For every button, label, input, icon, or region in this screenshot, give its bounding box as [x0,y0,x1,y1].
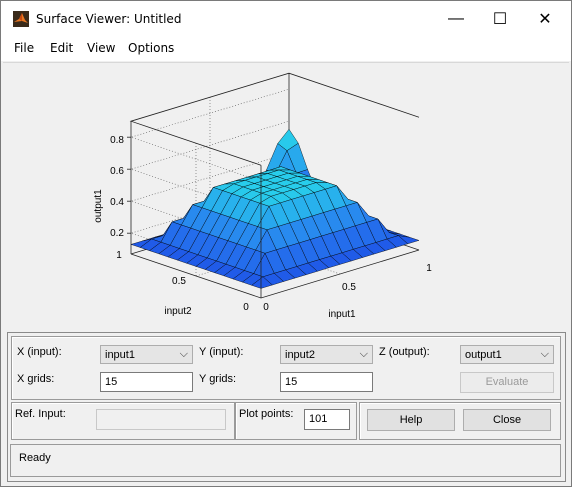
status-text: Ready [19,452,51,464]
z-tick-label-0.2: 0.2 [110,228,124,239]
plot-points-group: Plot points: 101 [235,402,357,440]
action-buttons-group: Help Close [359,402,561,440]
minimize-button[interactable]: — [433,1,479,37]
z-axis-label: output1 [93,189,104,223]
close-button[interactable]: Close [463,409,551,431]
chevron-down-icon: ⌵ [179,348,188,360]
x-tick-label-0: 0 [263,302,269,313]
maximize-icon: ☐ [492,11,508,28]
close-icon: ✕ [538,11,552,28]
x-grids-label: X grids: [17,373,55,385]
menu-edit[interactable]: Edit [50,41,74,55]
y-input-label: Y (input): [199,346,244,358]
menu-options[interactable]: Options [128,41,175,55]
status-bar: Ready [10,444,561,477]
y-input-dropdown[interactable]: input2 ⌵ [280,345,373,364]
y-tick-label-0: 0 [243,302,249,313]
z-tick-label-0.6: 0.6 [110,166,124,177]
axes-box-edge [130,249,420,299]
y-tick-label-1: 1 [116,250,122,261]
z-tick-label-0.8: 0.8 [110,135,124,146]
surface-plot[interactable]: 0.8 0.6 0.4 0.2 output1 1 0.5 0 input2 0… [3,63,569,331]
surface-patch [251,276,273,289]
chevron-down-icon: ⌵ [359,348,368,360]
z-output-label: Z (output): [379,346,430,358]
menu-file[interactable]: File [14,41,35,55]
controls-panel: X (input): input1 ⌵ Y (input): input2 ⌵ … [7,332,566,482]
close-window-button[interactable]: ✕ [522,1,568,37]
x-tick-label-1: 1 [426,263,432,274]
plot-points-field[interactable]: 101 [304,409,350,430]
y-tick-label-0.5: 0.5 [172,276,186,287]
z-output-dropdown[interactable]: output1 ⌵ [460,345,554,364]
ref-input-label: Ref. Input: [15,408,66,420]
ref-input-field[interactable] [96,409,226,430]
minimize-icon: — [448,10,464,27]
z-tick-label-0.4: 0.4 [110,197,124,208]
x-grids-field[interactable]: 15 [100,372,193,392]
maximize-button[interactable]: ☐ [477,1,523,37]
y-input-value: input2 [285,349,315,361]
x-input-dropdown[interactable]: input1 ⌵ [100,345,193,364]
matlab-logo-icon [13,11,29,27]
chevron-down-icon: ⌵ [540,348,549,360]
surface-plot-area[interactable]: 0.8 0.6 0.4 0.2 output1 1 0.5 0 input2 0… [3,62,569,331]
window-title: Surface Viewer: Untitled [36,12,182,26]
ref-input-group: Ref. Input: [11,402,235,440]
x-input-value: input1 [105,349,135,361]
x-tick-label-0.5: 0.5 [342,282,356,293]
x-input-label: X (input): [17,346,62,358]
menu-bar: File Edit View Options [1,37,571,61]
plot-points-label: Plot points: [239,408,294,420]
z-output-value: output1 [465,349,502,361]
evaluate-button[interactable]: Evaluate [460,372,554,393]
axis-selection-group: X (input): input1 ⌵ Y (input): input2 ⌵ … [11,336,561,400]
y-grids-field[interactable]: 15 [280,372,373,392]
grid-line [130,88,290,182]
axes-box-edge [129,72,420,166]
title-bar[interactable]: Surface Viewer: Untitled — ☐ ✕ [1,1,571,37]
y-grids-label: Y grids: [199,373,237,385]
x-axis-label: input1 [328,309,356,320]
y-axis-label: input2 [164,306,192,317]
menu-view[interactable]: View [87,41,116,55]
help-button[interactable]: Help [367,409,455,431]
